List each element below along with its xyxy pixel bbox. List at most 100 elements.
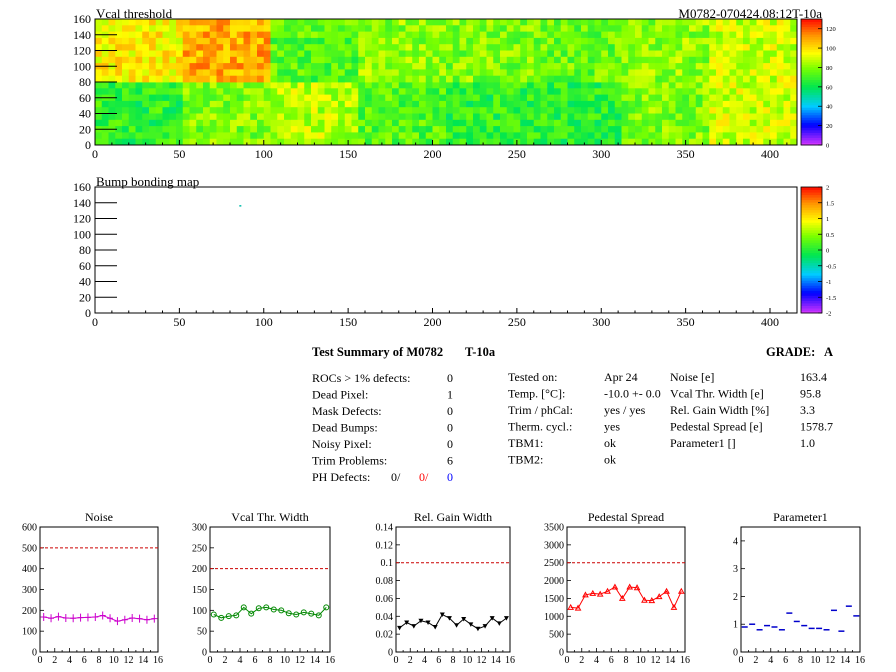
pixel-cell	[581, 31, 589, 39]
pixel-cell	[250, 31, 258, 39]
colorscale-band	[801, 207, 822, 211]
pixel-cell	[317, 132, 325, 140]
pixel-cell	[783, 50, 791, 58]
pixel-cell	[149, 138, 157, 146]
condition-label: Tested on:	[508, 370, 557, 384]
pixel-cell	[108, 119, 116, 127]
roc-block	[182, 82, 271, 146]
pixel-cell	[581, 44, 589, 51]
pixel-cell	[304, 94, 312, 102]
condition-label: Temp. [°C]:	[508, 387, 565, 401]
colorscale-band	[801, 137, 822, 141]
colorscale-band	[801, 300, 822, 304]
pixel-cell	[790, 107, 798, 114]
pixel-cell	[547, 82, 555, 89]
data-point	[99, 611, 106, 620]
pixel-cell	[95, 100, 103, 108]
pixel-cell	[729, 100, 737, 108]
colorscale-band	[801, 282, 822, 286]
pixel-cell	[729, 63, 737, 70]
pixel-cell	[790, 119, 798, 127]
pixel-cell	[702, 82, 710, 89]
defect-value: 1	[447, 388, 453, 402]
pixel-cell	[371, 107, 379, 114]
pixel-cell	[594, 75, 602, 83]
pixel-cell	[513, 82, 521, 89]
pixel-cell	[756, 44, 764, 51]
pixel-cell	[560, 119, 568, 127]
pixel-cell	[621, 119, 629, 127]
pixel-cell	[425, 88, 433, 95]
pixel-cell	[263, 37, 271, 45]
pixel-cell	[311, 69, 319, 77]
pixel-cell	[452, 82, 460, 89]
pixel-cell	[331, 132, 339, 140]
pixel-cell	[770, 138, 778, 146]
pixel-cell	[324, 63, 332, 70]
pixel-cell	[196, 75, 204, 83]
pixel-cell	[351, 37, 359, 45]
pixel-cell	[743, 113, 751, 121]
pixel-cell	[439, 56, 447, 64]
pixel-cell	[284, 19, 292, 26]
pixel-cell	[749, 113, 757, 121]
pixel-cell	[398, 107, 406, 114]
data-point	[648, 597, 656, 604]
pixel-cell	[520, 75, 528, 83]
pixel-cell	[790, 94, 798, 102]
vcal-threshold-title: Vcal threshold	[96, 6, 173, 21]
pixel-cell	[432, 138, 440, 146]
pixel-cell	[628, 100, 636, 108]
pixel-cell	[587, 107, 595, 114]
pixel-cell	[155, 44, 163, 51]
pixel-cell	[128, 100, 136, 108]
pixel-cell	[284, 94, 292, 102]
pixel-cell	[216, 44, 224, 51]
pixel-cell	[662, 37, 670, 45]
pixel-cell	[304, 69, 312, 77]
pixel-cell	[439, 50, 447, 58]
pixel-cell	[250, 132, 258, 140]
pixel-cell	[554, 132, 562, 140]
pixel-cell	[290, 44, 298, 51]
pixel-cell	[628, 82, 636, 89]
pixel-cell	[385, 63, 393, 70]
pixel-cell	[756, 19, 764, 26]
pixel-cell	[459, 56, 467, 64]
pixel-cell	[648, 31, 656, 39]
pixel-cell	[324, 100, 332, 108]
pixel-cell	[756, 25, 764, 32]
pixel-cell	[230, 113, 238, 121]
pixel-cell	[675, 107, 683, 114]
pixel-cell	[392, 69, 400, 77]
pixel-cell	[338, 25, 346, 32]
pixel-cell	[290, 63, 298, 70]
pixel-cell	[722, 37, 730, 45]
pixel-cell	[493, 69, 501, 77]
pixel-cell	[635, 63, 643, 70]
pixel-cell	[243, 100, 251, 108]
pixel-cell	[412, 37, 420, 45]
data-point	[446, 616, 452, 621]
colorscale-band	[801, 82, 822, 86]
plot-title: Rel. Gain Width	[414, 510, 492, 524]
pixel-cell	[338, 75, 346, 83]
pixel-cell	[648, 119, 656, 127]
pixel-cell	[770, 119, 778, 127]
pixel-cell	[344, 113, 352, 121]
pixel-cell	[162, 25, 170, 32]
pixel-cell	[540, 94, 548, 102]
pixel-cell	[621, 69, 629, 77]
pixel-cell	[446, 100, 454, 108]
pixel-cell	[122, 25, 130, 32]
colorscale-band	[801, 305, 822, 309]
pixel-cell	[668, 88, 676, 95]
pixel-cell	[263, 126, 271, 133]
pixel-cell	[257, 69, 265, 77]
colorscale-tick-label: 100	[826, 46, 836, 53]
pixel-cell	[128, 37, 136, 45]
pixel-cell	[324, 50, 332, 58]
pixel-cell	[675, 50, 683, 58]
